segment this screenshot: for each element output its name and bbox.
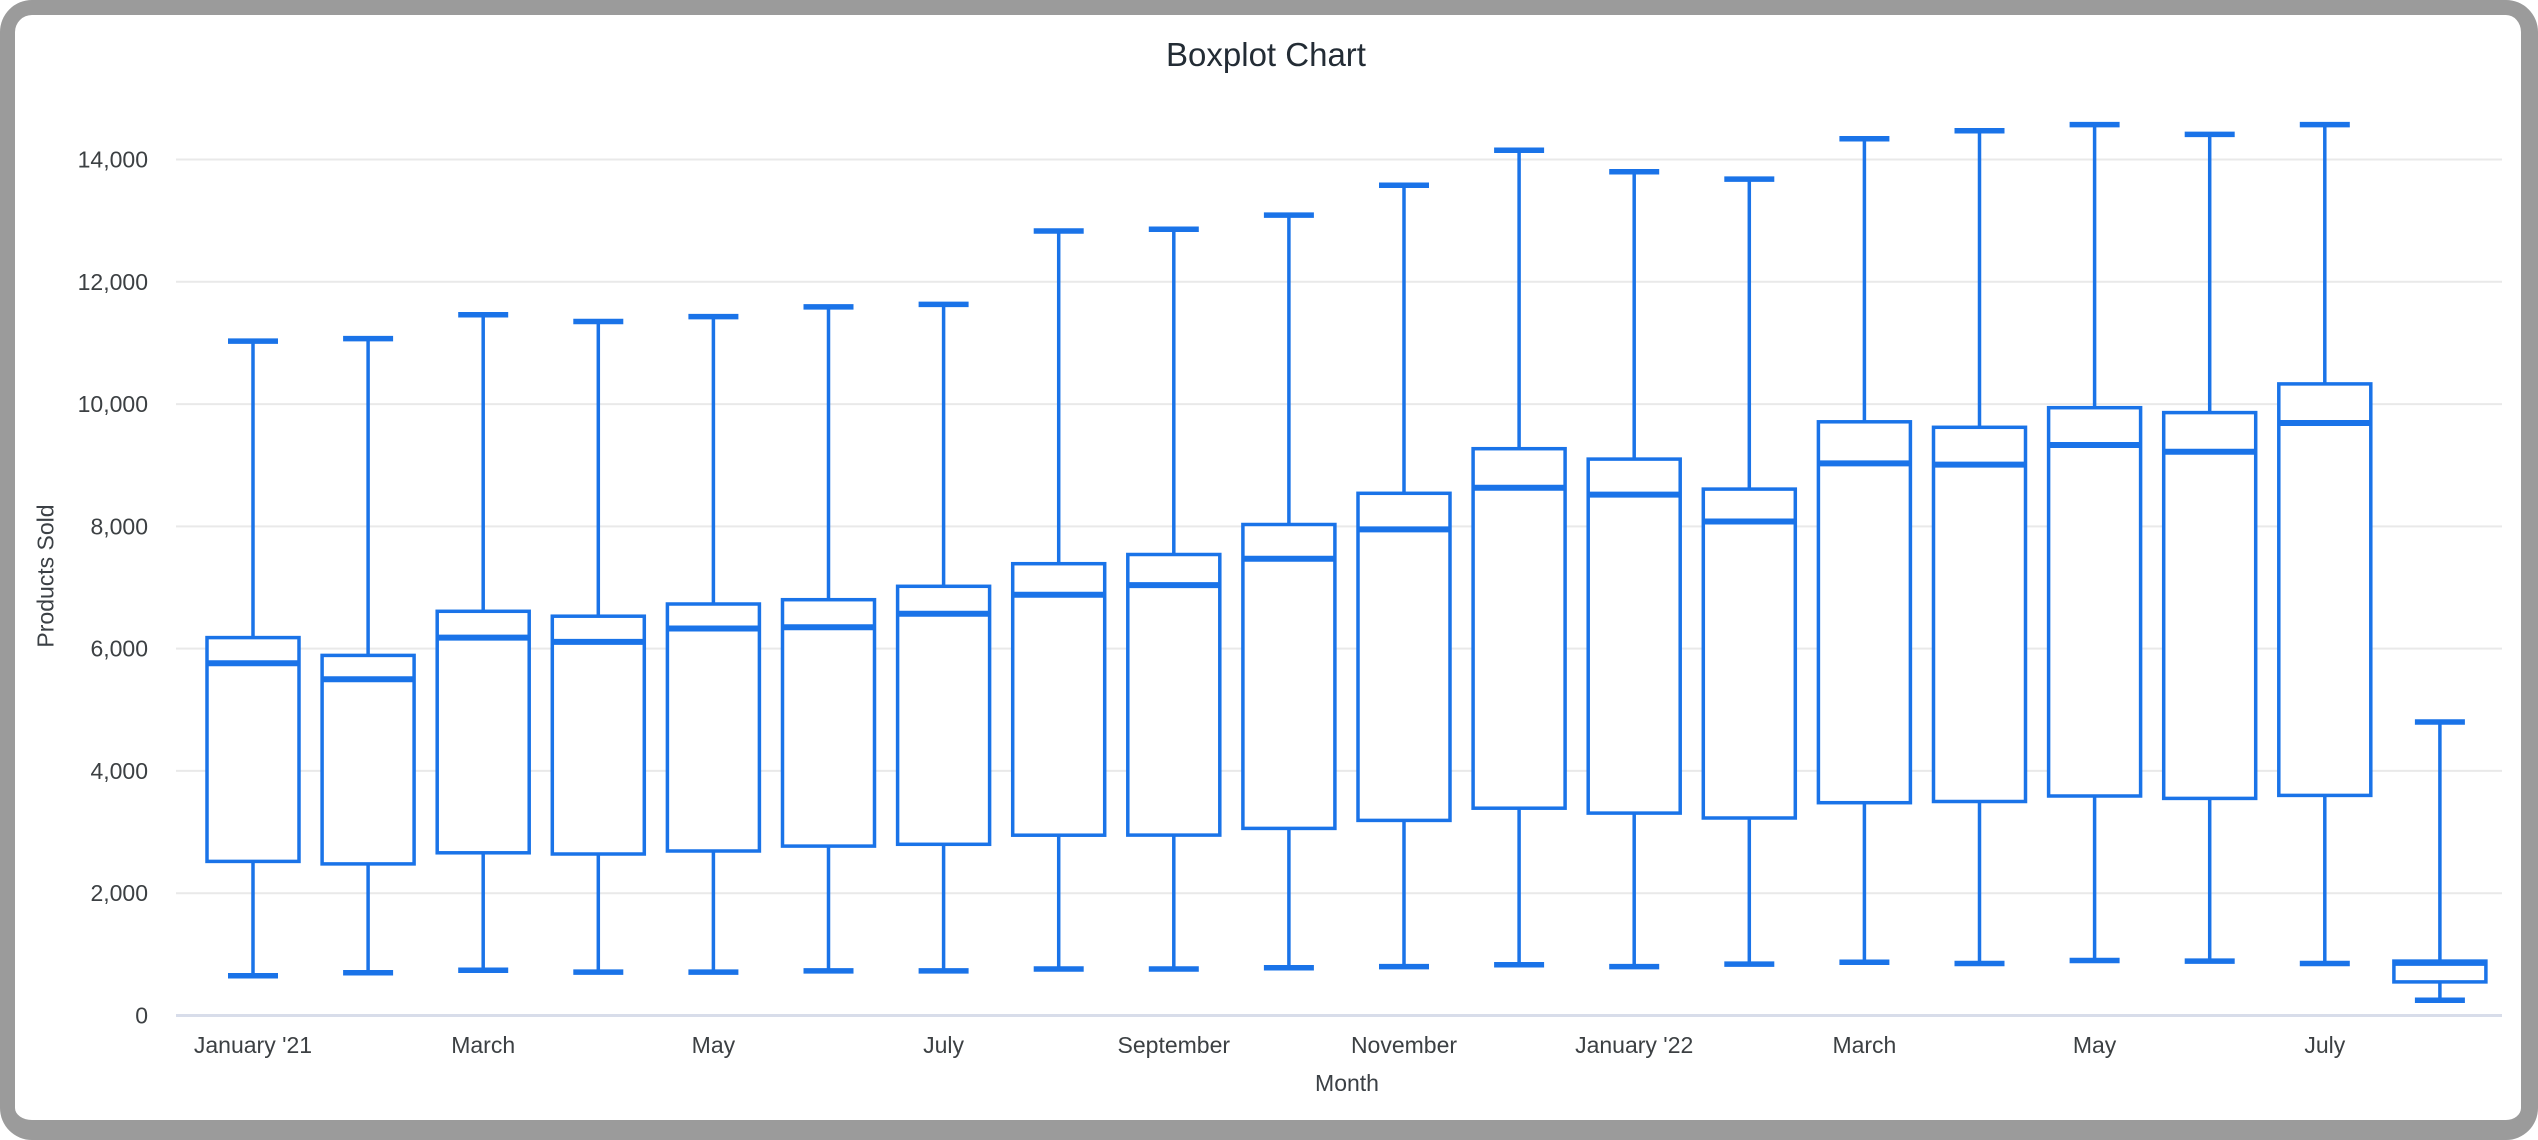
iqr-box bbox=[1816, 420, 1913, 805]
chart-title: Boxplot Chart bbox=[1166, 36, 1366, 73]
iqr-box bbox=[435, 609, 531, 855]
x-tick-label: May bbox=[692, 1032, 736, 1058]
x-tick-label: July bbox=[923, 1032, 964, 1058]
boxplot-may-22[interactable] bbox=[2046, 121, 2143, 964]
boxplot-april-21[interactable] bbox=[550, 318, 647, 975]
iqr-box bbox=[1471, 446, 1567, 810]
iqr-box bbox=[1931, 425, 2028, 804]
y-axis-title: Products Sold bbox=[32, 504, 59, 648]
iqr-box bbox=[1126, 552, 1222, 837]
y-tick-label: 2,000 bbox=[90, 880, 148, 906]
iqr-box bbox=[895, 584, 992, 847]
boxplot-february-22[interactable] bbox=[1701, 176, 1798, 967]
y-tick-label: 4,000 bbox=[90, 758, 148, 784]
boxplot-january-21[interactable] bbox=[205, 338, 301, 979]
iqr-box bbox=[1356, 491, 1452, 823]
x-tick-label: March bbox=[1832, 1032, 1896, 1058]
x-tick-label: January '21 bbox=[194, 1032, 312, 1058]
y-tick-label: 6,000 bbox=[90, 636, 148, 662]
iqr-box bbox=[1586, 457, 1682, 815]
iqr-box bbox=[780, 597, 877, 848]
boxplot-july-22[interactable] bbox=[2277, 121, 2373, 967]
iqr-box bbox=[2277, 382, 2373, 798]
iqr-box bbox=[320, 653, 416, 866]
boxplot-august-22[interactable] bbox=[2392, 719, 2488, 1003]
iqr-box bbox=[1010, 561, 1107, 837]
y-tick-label: 12,000 bbox=[78, 269, 148, 295]
iqr-box bbox=[2161, 410, 2258, 801]
x-tick-label: July bbox=[2304, 1032, 2345, 1058]
x-tick-label: January '22 bbox=[1575, 1032, 1693, 1058]
iqr-box bbox=[2046, 405, 2143, 798]
boxplot-may-21[interactable] bbox=[665, 313, 762, 975]
y-tick-label: 0 bbox=[135, 1003, 148, 1029]
boxplot-june-21[interactable] bbox=[780, 304, 877, 974]
boxplot-february-21[interactable] bbox=[320, 335, 416, 976]
x-tick-label: November bbox=[1351, 1032, 1457, 1058]
y-tick-label: 14,000 bbox=[78, 147, 148, 173]
x-tick-label: September bbox=[1118, 1032, 1231, 1058]
boxplot-january-22[interactable] bbox=[1586, 168, 1682, 970]
x-axis-title: Month bbox=[1315, 1070, 1379, 1096]
iqr-box bbox=[1701, 487, 1798, 820]
boxplot-august-21[interactable] bbox=[1010, 228, 1107, 972]
boxplot-october-21[interactable] bbox=[1241, 212, 1337, 971]
x-tick-label: May bbox=[2073, 1032, 2117, 1058]
y-tick-label: 10,000 bbox=[78, 391, 148, 417]
boxplot-december-21[interactable] bbox=[1471, 147, 1567, 968]
boxplot-july-21[interactable] bbox=[895, 301, 992, 974]
boxplot-march-22[interactable] bbox=[1816, 135, 1913, 966]
boxplot-june-22[interactable] bbox=[2161, 131, 2258, 964]
iqr-box bbox=[665, 602, 762, 853]
iqr-box bbox=[1241, 522, 1337, 831]
boxplot-march-21[interactable] bbox=[435, 312, 531, 974]
boxplot-april-22[interactable] bbox=[1931, 128, 2028, 967]
iqr-box bbox=[205, 635, 301, 864]
x-tick-label: March bbox=[451, 1032, 515, 1058]
boxplot-november-21[interactable] bbox=[1356, 182, 1452, 970]
boxplot-september-21[interactable] bbox=[1126, 226, 1222, 972]
y-tick-label: 8,000 bbox=[90, 513, 148, 539]
iqr-box bbox=[550, 614, 647, 856]
